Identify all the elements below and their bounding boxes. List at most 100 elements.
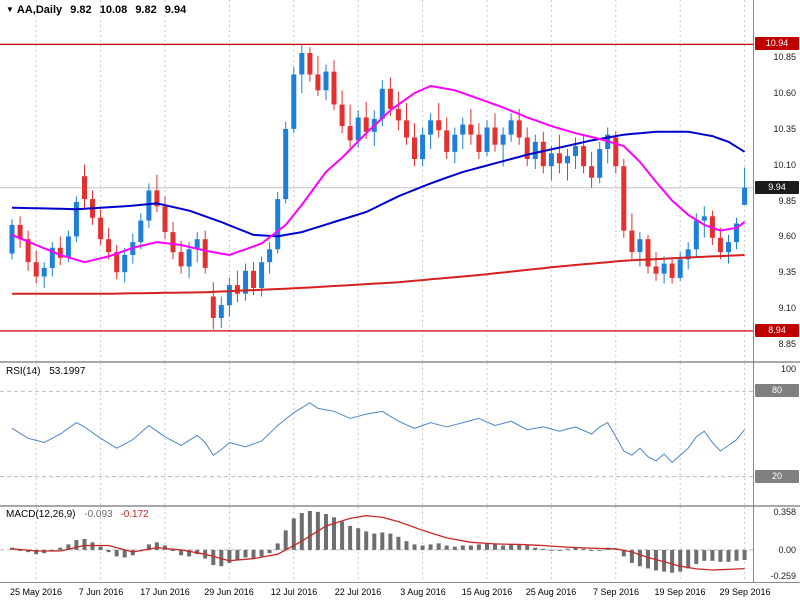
macd-histogram-bar: [163, 545, 167, 550]
macd-axis-max: 0.358: [773, 507, 796, 517]
macd-indicator-panel[interactable]: [0, 507, 753, 582]
time-axis-label: 25 Aug 2016: [525, 587, 577, 597]
candle-body: [565, 156, 570, 164]
macd-histogram-bar: [372, 533, 377, 550]
time-axis-label: 15 Aug 2016: [461, 587, 513, 597]
time-axis-label: 19 Sep 2016: [654, 587, 706, 597]
macd-histogram-bar: [533, 547, 538, 550]
candle-body: [476, 134, 482, 152]
macd-name: MACD(12,26,9): [6, 509, 76, 520]
macd-histogram-bar: [557, 549, 562, 551]
candle-body: [210, 296, 216, 318]
candle-body: [420, 134, 426, 160]
price-axis-border: [753, 0, 754, 582]
macd-histogram-bar: [34, 549, 39, 555]
candle-body: [508, 120, 514, 135]
rsi-indicator-panel[interactable]: [0, 363, 753, 505]
panel-separator[interactable]: [0, 505, 800, 507]
time-axis[interactable]: 25 May 2016 7 Jun 2016 17 Jun 2016 29 Jun 2…: [0, 582, 800, 600]
macd-histogram-bar: [195, 549, 200, 555]
candle-body: [218, 305, 224, 318]
price-axis[interactable]: 10.85 10.60 10.35 10.10 9.85 9.60 9.35 9.10 8.85…: [754, 0, 800, 361]
candle-body: [283, 128, 289, 200]
macd-histogram-bar: [283, 530, 288, 550]
candle-body: [436, 120, 442, 131]
macd-histogram-bar: [694, 549, 699, 564]
time-axis-label: 3 Aug 2016: [400, 587, 446, 597]
candle-body: [717, 237, 723, 253]
candle-body: [331, 71, 337, 105]
candle-body: [492, 127, 498, 145]
macd-histogram-bar: [74, 540, 79, 550]
macd-axis[interactable]: 0.358 0.00 -0.259: [754, 507, 800, 582]
macd-histogram-bar: [154, 542, 159, 550]
candle-body: [412, 137, 417, 159]
macd-histogram-bar: [565, 548, 570, 550]
candle-body: [202, 239, 208, 268]
macd-histogram-bar: [114, 549, 119, 557]
candle-body: [629, 230, 635, 253]
time-axis-label: 7 Sep 2016: [592, 587, 640, 597]
candle-body: [452, 134, 458, 152]
macd-histogram-bar: [98, 546, 103, 550]
candle-body: [581, 146, 587, 167]
ma-long-red-line: [12, 254, 745, 295]
macd-histogram-bar: [573, 547, 578, 550]
macd-histogram-bar: [646, 549, 650, 569]
macd-histogram-bar: [106, 549, 111, 553]
macd-histogram-bar: [348, 526, 353, 550]
macd-histogram-bar: [340, 521, 345, 550]
candle-body: [138, 220, 144, 243]
candle-body: [597, 149, 603, 178]
rsi-axis-top: 100: [780, 364, 796, 374]
macd-histogram-bar: [356, 528, 361, 550]
macd-histogram-bar: [734, 549, 739, 561]
macd-histogram-bar: [637, 549, 642, 567]
price-chart-panel[interactable]: [0, 0, 753, 361]
macd-histogram-bar: [468, 545, 473, 550]
candle-body: [251, 270, 256, 288]
last-price-badge: 9.94: [755, 181, 799, 194]
candle-body: [693, 220, 699, 250]
macd-histogram-bar: [388, 533, 393, 550]
candle-body: [428, 120, 434, 135]
candle-body: [363, 117, 369, 132]
candle-body: [98, 217, 104, 240]
macd-histogram-bar: [332, 517, 336, 550]
price-axis-tick: 10.60: [773, 88, 796, 98]
price-axis-tick: 10.85: [773, 52, 796, 62]
macd-histogram-bar: [485, 543, 489, 550]
macd-histogram-bar: [549, 549, 554, 551]
rsi-axis[interactable]: 100 80 20: [754, 363, 800, 505]
candle-body: [162, 206, 168, 233]
macd-histogram-bar: [589, 549, 594, 551]
macd-histogram-bar: [275, 543, 280, 550]
macd-histogram-bar: [517, 544, 522, 550]
macd-histogram-bar: [420, 545, 425, 550]
candle-body: [726, 242, 731, 253]
candle-body: [347, 126, 353, 141]
chart-title: ▼ AA,Daily 9.82 10.08 9.82 9.94: [6, 4, 186, 16]
rsi-label: RSI(14) 53.1997: [6, 366, 85, 377]
macd-histogram-bar: [629, 549, 634, 563]
rsi-line: [11, 402, 745, 464]
macd-histogram-bar: [18, 549, 23, 551]
price-axis-tick: 10.35: [773, 124, 796, 134]
candle-body: [532, 141, 538, 159]
candle-body: [186, 249, 192, 267]
macd-histogram-bar: [718, 549, 723, 562]
macd-histogram-bar: [662, 549, 667, 572]
candle-body: [9, 224, 15, 254]
macd-histogram-bar: [187, 549, 192, 557]
time-axis-label: 17 Jun 2016: [140, 587, 190, 597]
rsi-value: 53.1997: [49, 366, 86, 377]
price-axis-tick: 9.60: [778, 231, 796, 241]
macd-histogram-bar: [710, 549, 715, 561]
ma-fast-magenta-line: [11, 84, 746, 264]
candle-body: [25, 239, 31, 263]
panel-separator[interactable]: [0, 361, 800, 363]
candle-body: [234, 285, 240, 294]
candle-body: [146, 190, 152, 221]
candle-body: [178, 252, 184, 267]
macd-histogram-bar: [251, 549, 256, 559]
